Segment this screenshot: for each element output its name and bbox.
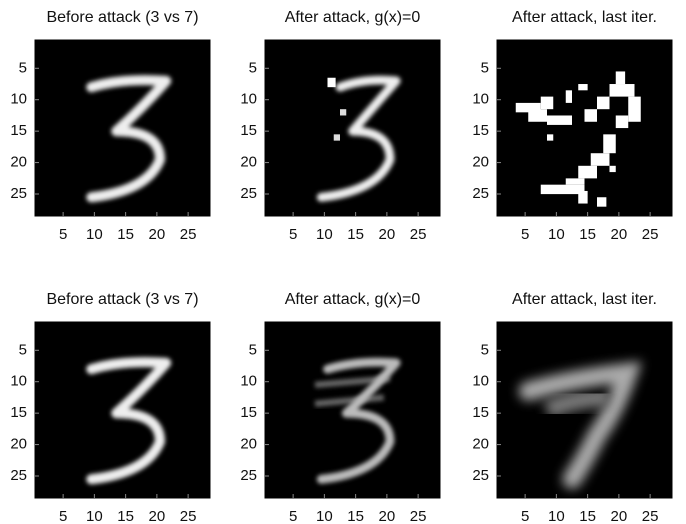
x-tick-label: 20: [379, 508, 396, 524]
x-tick-label: 20: [611, 508, 628, 524]
y-tick-label: 15: [240, 404, 257, 421]
panel-title: Before attack (3 vs 7): [46, 9, 198, 26]
x-tick-label: 15: [117, 226, 134, 243]
y-tick-label: 15: [472, 122, 489, 139]
x-tick-label: 10: [316, 508, 333, 524]
y-tick-label: 10: [240, 373, 257, 390]
y-tick-label: 5: [249, 59, 257, 76]
panel-title: After attack, last iter.: [512, 9, 657, 26]
x-tick-label: 15: [117, 508, 134, 524]
y-tick-label: 10: [472, 91, 489, 108]
x-tick-label: 20: [611, 226, 628, 243]
y-tick-label: 5: [19, 341, 27, 358]
x-tick-label: 5: [289, 226, 297, 243]
x-tick-label: 25: [180, 226, 197, 243]
x-tick-label: 25: [642, 508, 659, 524]
x-tick-label: 25: [410, 226, 427, 243]
x-tick-label: 10: [548, 508, 565, 524]
x-tick-label: 10: [86, 226, 103, 243]
x-tick-label: 15: [347, 226, 364, 243]
y-tick-label: 10: [10, 373, 27, 390]
x-tick-label: 20: [379, 226, 396, 243]
panel-title: After attack, last iter.: [512, 291, 657, 308]
x-tick-label: 10: [316, 226, 333, 243]
panel-title: After attack, g(x)=0: [285, 291, 421, 308]
y-tick-label: 25: [472, 185, 489, 202]
y-tick-label: 10: [240, 91, 257, 108]
images: [35, 40, 672, 498]
y-tick-label: 20: [240, 154, 257, 171]
digit-image: [265, 322, 440, 498]
x-tick-label: 25: [642, 226, 659, 243]
y-tick-label: 25: [472, 467, 489, 484]
y-tick-label: 25: [10, 467, 27, 484]
y-tick-label: 15: [472, 404, 489, 421]
y-tick-label: 25: [10, 185, 27, 202]
y-tick-label: 20: [472, 154, 489, 171]
x-tick-label: 10: [86, 508, 103, 524]
x-tick-label: 5: [59, 226, 67, 243]
y-tick-label: 20: [10, 154, 27, 171]
x-tick-label: 10: [548, 226, 565, 243]
x-tick-label: 5: [521, 226, 529, 243]
x-tick-label: 20: [149, 508, 166, 524]
x-tick-label: 25: [180, 508, 197, 524]
figure: Before attack (3 vs 7) 5 10 15 20 25 5 10 15 20 25…: [0, 0, 686, 524]
panel-title: Before attack (3 vs 7): [46, 291, 198, 308]
y-tick-label: 15: [240, 122, 257, 139]
y-tick-label: 20: [240, 436, 257, 453]
y-tick-label: 20: [10, 436, 27, 453]
y-tick-label: 15: [10, 404, 27, 421]
x-tick-label: 20: [149, 226, 166, 243]
x-tick-label: 5: [289, 508, 297, 524]
y-tick-label: 20: [472, 436, 489, 453]
digit-image: [265, 40, 440, 216]
digit-image: [35, 40, 210, 216]
y-tick-label: 25: [240, 467, 257, 484]
y-tick-label: 5: [19, 59, 27, 76]
x-tick-label: 15: [579, 508, 596, 524]
y-tick-label: 5: [481, 341, 489, 358]
y-tick-label: 10: [10, 91, 27, 108]
y-tick-label: 15: [10, 122, 27, 139]
y-tick-label: 5: [249, 341, 257, 358]
x-tick-label: 25: [410, 508, 427, 524]
x-tick-label: 15: [579, 226, 596, 243]
y-tick-label: 10: [472, 373, 489, 390]
y-tick-label: 5: [481, 59, 489, 76]
digit-image: [497, 322, 672, 498]
digit-image: [497, 40, 672, 216]
x-tick-label: 15: [347, 508, 364, 524]
x-tick-label: 5: [521, 508, 529, 524]
panel-title: After attack, g(x)=0: [285, 9, 421, 26]
digit-image: [35, 322, 210, 498]
x-tick-label: 5: [59, 508, 67, 524]
y-tick-label: 25: [240, 185, 257, 202]
